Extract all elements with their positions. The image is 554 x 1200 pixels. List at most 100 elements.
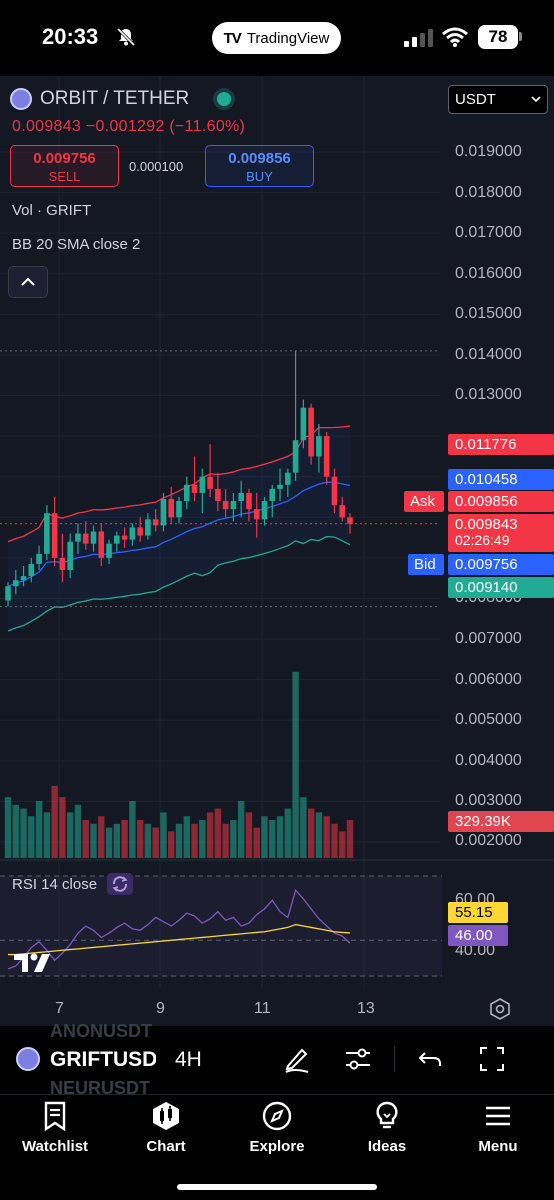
candle-body xyxy=(90,531,97,544)
chart-toolbar xyxy=(0,1026,554,1094)
volume-bar xyxy=(152,827,159,858)
candle-body xyxy=(230,501,237,510)
app-pill[interactable]: TV TradingView xyxy=(212,22,341,54)
rsi-ma-line xyxy=(8,923,351,956)
candle-body xyxy=(191,484,198,493)
time-axis-label: 13 xyxy=(357,1000,375,1017)
volume-bar xyxy=(222,823,229,858)
symbol-logo-icon xyxy=(10,88,32,110)
sell-label: SELL xyxy=(48,169,81,184)
nav-label: Explore xyxy=(249,1138,305,1155)
candle-body xyxy=(323,436,330,477)
time-axis-label: 9 xyxy=(156,1000,165,1017)
battery-indicator: 78 xyxy=(478,25,518,49)
last-price-value: 0.009843 xyxy=(455,516,518,533)
drawing-pen-icon[interactable] xyxy=(282,1044,312,1074)
rsi-value-tag: 46.00 xyxy=(448,925,508,946)
rsi-axis-label: 40.00 xyxy=(455,942,496,959)
sell-button[interactable]: 0.009756 SELL xyxy=(10,145,119,187)
candle-body xyxy=(67,541,73,571)
ask-price-tag: 0.009856 xyxy=(448,491,554,512)
lightbulb-icon xyxy=(376,1101,398,1129)
chart-area[interactable] xyxy=(0,76,554,1026)
volume-bar xyxy=(323,816,330,858)
nav-label: Ideas xyxy=(367,1138,407,1155)
indicators-sliders-icon[interactable] xyxy=(343,1044,373,1074)
rsi-indicator-label[interactable]: RSI 14 close xyxy=(12,873,134,895)
volume-bar xyxy=(284,808,292,858)
nav-label: Menu xyxy=(478,1138,518,1155)
candle-body xyxy=(347,517,353,524)
volume-bar xyxy=(4,797,12,858)
nav-label: Chart xyxy=(146,1138,186,1155)
candle-body xyxy=(246,492,252,510)
undo-icon[interactable] xyxy=(416,1044,446,1074)
price-axis-label: 0.002000 xyxy=(455,832,522,849)
tradingview-logo-icon xyxy=(14,953,50,972)
volume-bar xyxy=(199,820,206,858)
nav-explore[interactable]: Explore xyxy=(222,1100,332,1155)
home-indicator xyxy=(177,1184,377,1190)
buy-button[interactable]: 0.009856 BUY xyxy=(205,145,314,187)
volume-bar xyxy=(90,823,97,858)
bb-lower-tag: 0.009140 xyxy=(448,577,554,598)
symbol-header[interactable]: ORBIT / TETHER xyxy=(10,88,232,110)
candle-body xyxy=(261,501,268,520)
candle-body xyxy=(152,519,159,526)
market-status-icon[interactable] xyxy=(217,92,232,106)
candle-body xyxy=(59,557,66,571)
sell-price: 0.009756 xyxy=(33,150,96,167)
app-pill-label: TradingView xyxy=(246,29,330,47)
candle-body xyxy=(28,563,35,577)
volume-bar xyxy=(292,671,299,858)
volume-tag: 329.39K xyxy=(448,811,554,832)
candle-body xyxy=(176,501,182,518)
volume-bar xyxy=(12,804,19,858)
status-time: 20:33 xyxy=(42,24,99,49)
price-axis-label: 0.014000 xyxy=(455,346,522,363)
volume-indicator-label[interactable]: Vol · GRIFT xyxy=(12,202,92,219)
candle-body xyxy=(253,509,260,520)
nav-chart[interactable]: Chart xyxy=(111,1100,221,1155)
volume-bar xyxy=(175,823,183,858)
volume-bar xyxy=(276,816,284,858)
candle-body xyxy=(238,492,244,502)
candle-body xyxy=(20,576,27,581)
bollinger-indicator-label[interactable]: BB 20 SMA close 2 xyxy=(12,236,141,253)
volume-bar xyxy=(183,816,190,858)
rsi-label-text: RSI 14 close xyxy=(12,875,98,893)
toolbar-symbol[interactable]: GRIFTUSDT xyxy=(50,1048,156,1071)
candle-body xyxy=(121,535,128,540)
price-axis-label: 0.015000 xyxy=(455,305,522,322)
candle-body xyxy=(222,501,229,510)
candle-body xyxy=(269,488,276,502)
toolbar-interval[interactable]: 4H xyxy=(175,1048,202,1071)
volume-bar xyxy=(51,785,58,858)
candle-body xyxy=(168,499,175,518)
nav-ideas[interactable]: Ideas xyxy=(332,1100,442,1155)
candle-body xyxy=(145,519,151,536)
nav-watchlist[interactable]: Watchlist xyxy=(0,1100,110,1155)
spread-value: 0.000100 xyxy=(129,159,184,174)
nav-menu[interactable]: Menu xyxy=(443,1100,553,1155)
chart-canvas[interactable] xyxy=(0,76,554,1026)
candle-body xyxy=(114,535,120,544)
volume-bar xyxy=(74,804,82,858)
ask-label-tag: Ask xyxy=(404,491,444,512)
currency-select[interactable]: USDT xyxy=(448,85,548,114)
volume-bar xyxy=(35,801,43,858)
price-axis-label: 0.006000 xyxy=(455,671,522,688)
symbol-title[interactable]: ORBIT / TETHER xyxy=(40,88,190,109)
candle-body xyxy=(5,586,11,601)
price-axis-label: 0.017000 xyxy=(455,224,522,241)
volume-bar xyxy=(253,827,260,858)
collapse-indicators-button[interactable] xyxy=(8,266,48,298)
time-axis-label: 11 xyxy=(254,1000,271,1017)
candle-body xyxy=(308,407,314,457)
chart-settings-icon[interactable] xyxy=(489,998,511,1020)
price-axis-label: 0.004000 xyxy=(455,752,522,769)
fullscreen-icon[interactable] xyxy=(477,1044,507,1074)
price-axis-label: 0.016000 xyxy=(455,265,522,282)
candle-body xyxy=(331,476,338,506)
volume-bar xyxy=(315,812,323,858)
